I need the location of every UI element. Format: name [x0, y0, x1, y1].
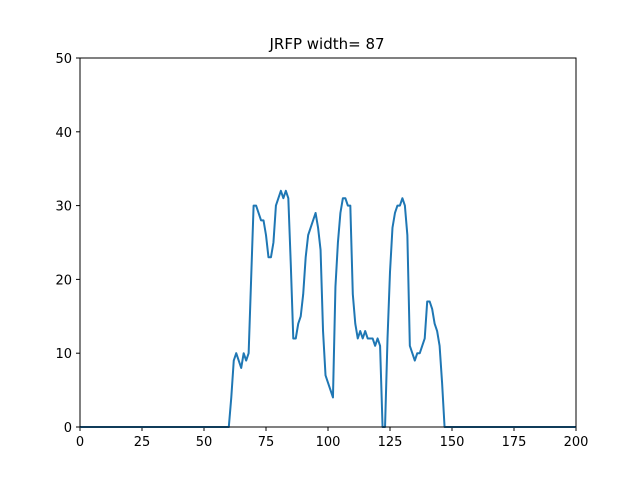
- x-tick-label: 200: [564, 435, 589, 450]
- chart-title: JRFP width= 87: [268, 35, 384, 53]
- x-tick-label: 100: [316, 435, 341, 450]
- x-tick-label: 150: [440, 435, 465, 450]
- x-tick-label: 175: [502, 435, 527, 450]
- x-tick-label: 25: [134, 435, 151, 450]
- y-tick-label: 10: [55, 347, 72, 362]
- plot-area: [80, 189, 576, 428]
- y-axis: 0 10 20 30 40 50: [55, 52, 80, 436]
- x-tick-label: 75: [258, 435, 275, 450]
- y-tick-label: 20: [55, 273, 72, 288]
- x-tick-label: 0: [76, 435, 84, 450]
- y-tick-label: 40: [55, 126, 72, 141]
- y-tick-label: 50: [55, 52, 72, 67]
- y-tick-label: 0: [64, 421, 72, 436]
- y-tick-label: 30: [55, 200, 72, 215]
- x-tick-label: 125: [378, 435, 403, 450]
- series-line: [80, 189, 576, 428]
- x-axis: 0 25 50 75 100 125 150 175 200: [76, 427, 589, 450]
- plot-frame: [79, 57, 577, 428]
- x-tick-label: 50: [196, 435, 213, 450]
